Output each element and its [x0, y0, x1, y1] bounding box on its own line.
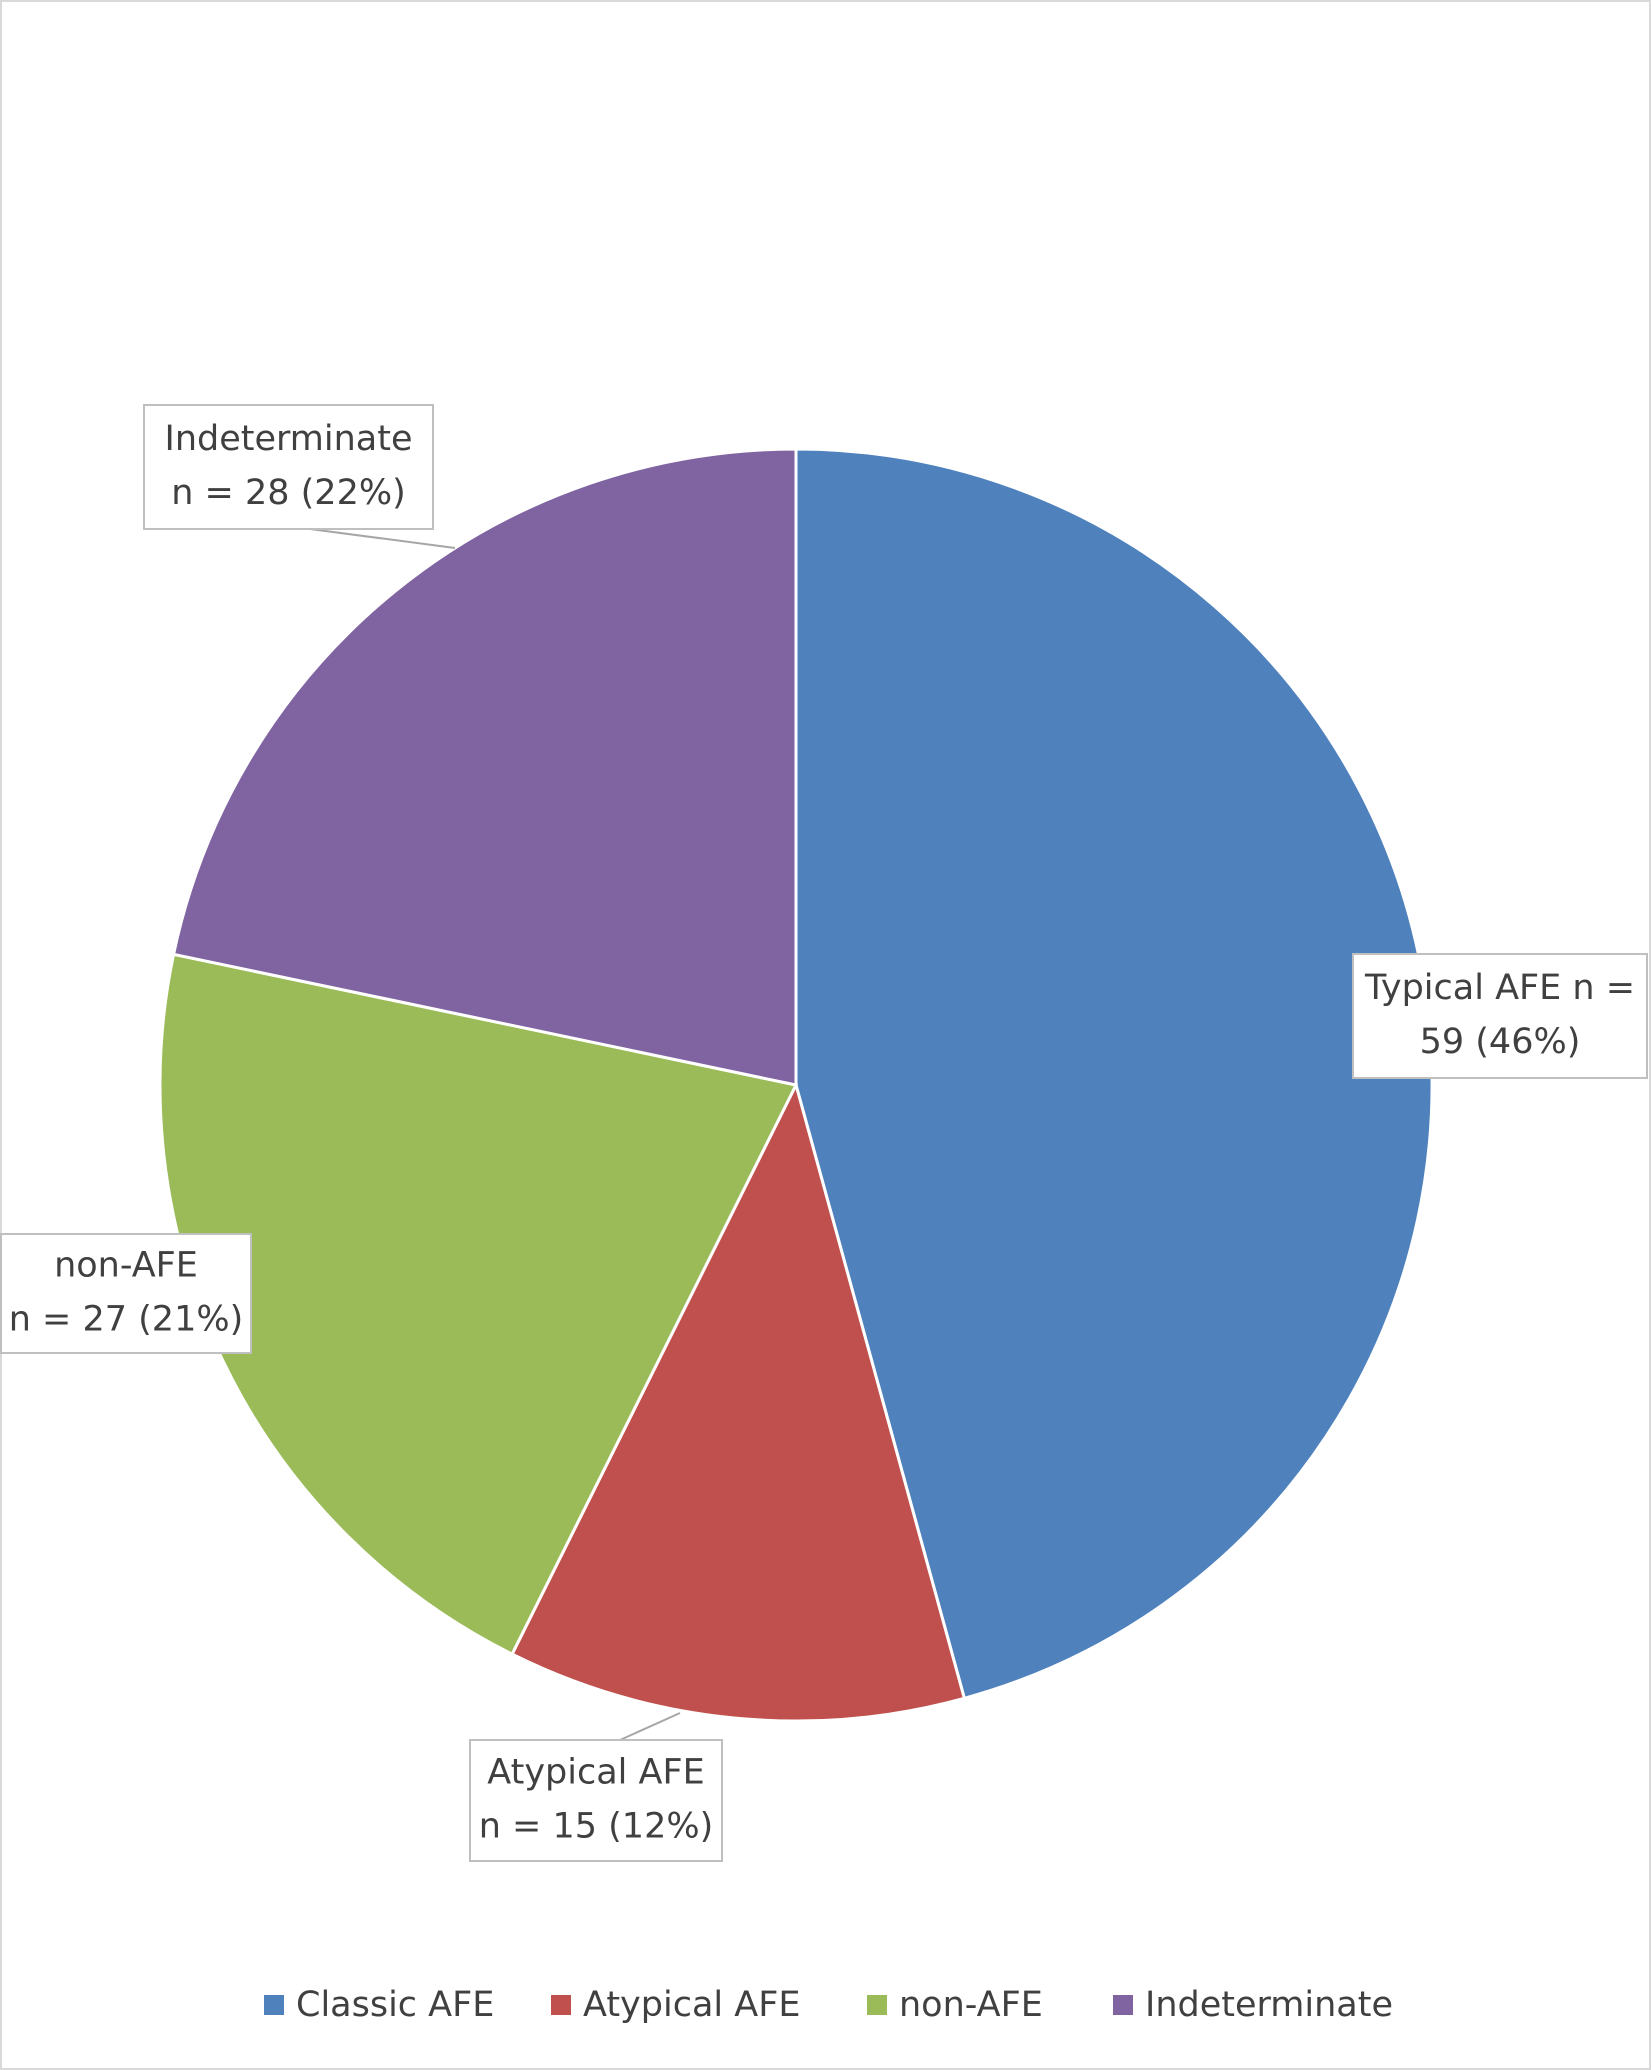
- data-label: Atypical AFE: [487, 1753, 704, 1793]
- data-label: non-AFE: [54, 1246, 198, 1286]
- data-label: n = 27 (21%): [9, 1300, 244, 1340]
- data-label-box: [469, 1739, 723, 1862]
- data-label: n = 15 (12%): [479, 1807, 714, 1847]
- data-label: Indeterminate: [165, 419, 413, 459]
- data-label: n = 28 (22%): [171, 473, 406, 513]
- legend-label: Atypical AFE: [583, 1985, 800, 2025]
- leader-line: [309, 528, 456, 549]
- legend-swatch: [551, 1995, 571, 2015]
- data-label-box: [0, 1233, 252, 1354]
- pie-slice: [158, 952, 799, 1657]
- legend-label: non-AFE: [899, 1985, 1043, 2025]
- data-label-box: [143, 404, 434, 530]
- legend-label: Indeterminate: [1145, 1985, 1393, 2025]
- legend-swatch: [867, 1995, 887, 2015]
- legend-label: Classic AFE: [296, 1985, 494, 2025]
- pie-slice: [510, 1080, 967, 1723]
- leader-line: [619, 1712, 681, 1741]
- data-label: 59 (46%): [1420, 1022, 1581, 1062]
- legend-swatch: [264, 1995, 284, 2015]
- legend-swatch: [1113, 1995, 1133, 2015]
- data-label-box: [1352, 953, 1648, 1079]
- pie-slice: [171, 447, 798, 1087]
- data-label: Typical AFE n =: [1364, 968, 1635, 1008]
